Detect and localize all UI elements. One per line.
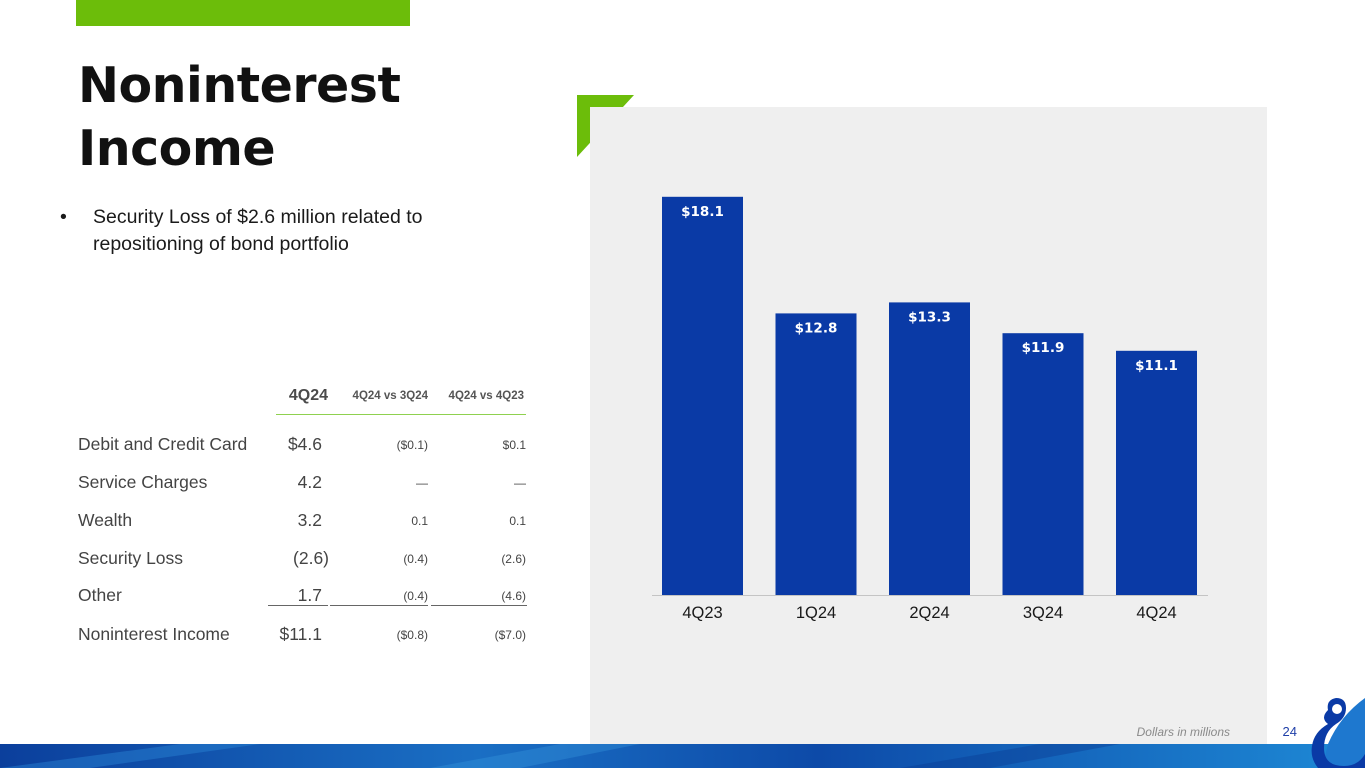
x-tick-label: 2Q24 (909, 604, 949, 622)
table-row: Wealth 3.2 0.1 0.1 (78, 510, 538, 534)
ampersand-logo-icon (1311, 698, 1365, 768)
page-number: 24 (1282, 724, 1297, 739)
row-vs-4q23-value: (4.6) (501, 589, 526, 603)
row-label: Noninterest Income (78, 624, 230, 644)
header-4q24: 4Q24 (288, 387, 328, 404)
bullet-text: Security Loss of $2.6 million related to… (93, 206, 423, 255)
row-vs-4q23-value: 0.1 (509, 514, 526, 528)
table-row: Other 1.7 (0.4) (4.6) (78, 585, 538, 609)
row-vs-4q23-value: (2.6) (501, 552, 526, 566)
bar-2q24 (889, 302, 970, 595)
bar-1q24 (775, 313, 857, 595)
bar-3q24 (1002, 333, 1084, 595)
header-rule (276, 414, 526, 415)
data-label: $12.8 (795, 320, 838, 336)
row-vs-3q24-value: ($0.8) (396, 628, 428, 642)
subtotal-rule (268, 605, 328, 606)
row-4q24-value: (2.6) (293, 548, 329, 568)
data-label: $11.9 (1022, 340, 1065, 356)
header-vs-3q24: 4Q24 vs 3Q24 (352, 390, 428, 402)
row-vs-3q24-value: ($0.1) (396, 438, 428, 452)
x-tick-label: 4Q24 (1136, 604, 1176, 622)
row-label: Security Loss (78, 548, 184, 568)
row-4q24-value: $11.1 (279, 624, 323, 644)
row-label: Wealth (78, 510, 133, 530)
bottom-band (0, 744, 1365, 768)
row-4q24-value: 1.7 (297, 585, 322, 605)
row-label: Other (78, 585, 122, 605)
row-vs-3q24-value: — (416, 476, 428, 490)
page-title: Noninterest Income (78, 57, 401, 177)
row-label: Service Charges (78, 472, 208, 492)
top-accent-bar (76, 0, 410, 26)
table-row: Debit and Credit Card $4.6 ($0.1) $0.1 (78, 434, 538, 458)
bar-4q24 (1116, 350, 1197, 595)
subtotal-rule (431, 605, 527, 606)
row-4q24-value: 4.2 (297, 472, 322, 492)
row-vs-4q23-value: ($7.0) (494, 628, 526, 642)
row-4q24-value: $4.6 (287, 434, 322, 454)
data-label: $13.3 (908, 309, 951, 325)
header-vs-4q23: 4Q24 vs 4Q23 (448, 390, 524, 402)
subtotal-rule (330, 605, 428, 606)
row-vs-4q23-value: — (514, 476, 526, 490)
row-4q24-value: 3.2 (297, 510, 322, 530)
bullet-item: • Security Loss of $2.6 million related … (60, 204, 500, 258)
row-vs-3q24-value: 0.1 (411, 514, 428, 528)
bar-4q23 (662, 196, 743, 596)
x-tick-label: 1Q24 (796, 604, 836, 622)
x-tick-label: 4Q23 (682, 604, 722, 622)
row-label: Debit and Credit Card (78, 434, 248, 454)
data-label: $11.1 (1135, 358, 1178, 374)
bar-chart: $18.1 4Q23 $12.8 1Q24 $13.3 2Q24 $11.9 3Q24 $11.… (652, 196, 1208, 622)
x-tick-label: 3Q24 (1023, 604, 1063, 622)
row-vs-3q24-value: (0.4) (403, 589, 428, 603)
footnote: Dollars in millions (1136, 725, 1230, 739)
data-label: $18.1 (681, 204, 724, 220)
row-vs-3q24-value: (0.4) (403, 552, 428, 566)
table-row-total: Noninterest Income $11.1 ($0.8) ($7.0) (78, 624, 538, 648)
table-header: 4Q24 4Q24 vs 3Q24 4Q24 vs 4Q23 (78, 384, 538, 416)
table-row: Security Loss (2.6) (0.4) (2.6) (78, 548, 538, 572)
table-row: Service Charges 4.2 — — (78, 472, 538, 496)
row-vs-4q23-value: $0.1 (502, 438, 526, 452)
bullet-dot: • (60, 206, 67, 228)
